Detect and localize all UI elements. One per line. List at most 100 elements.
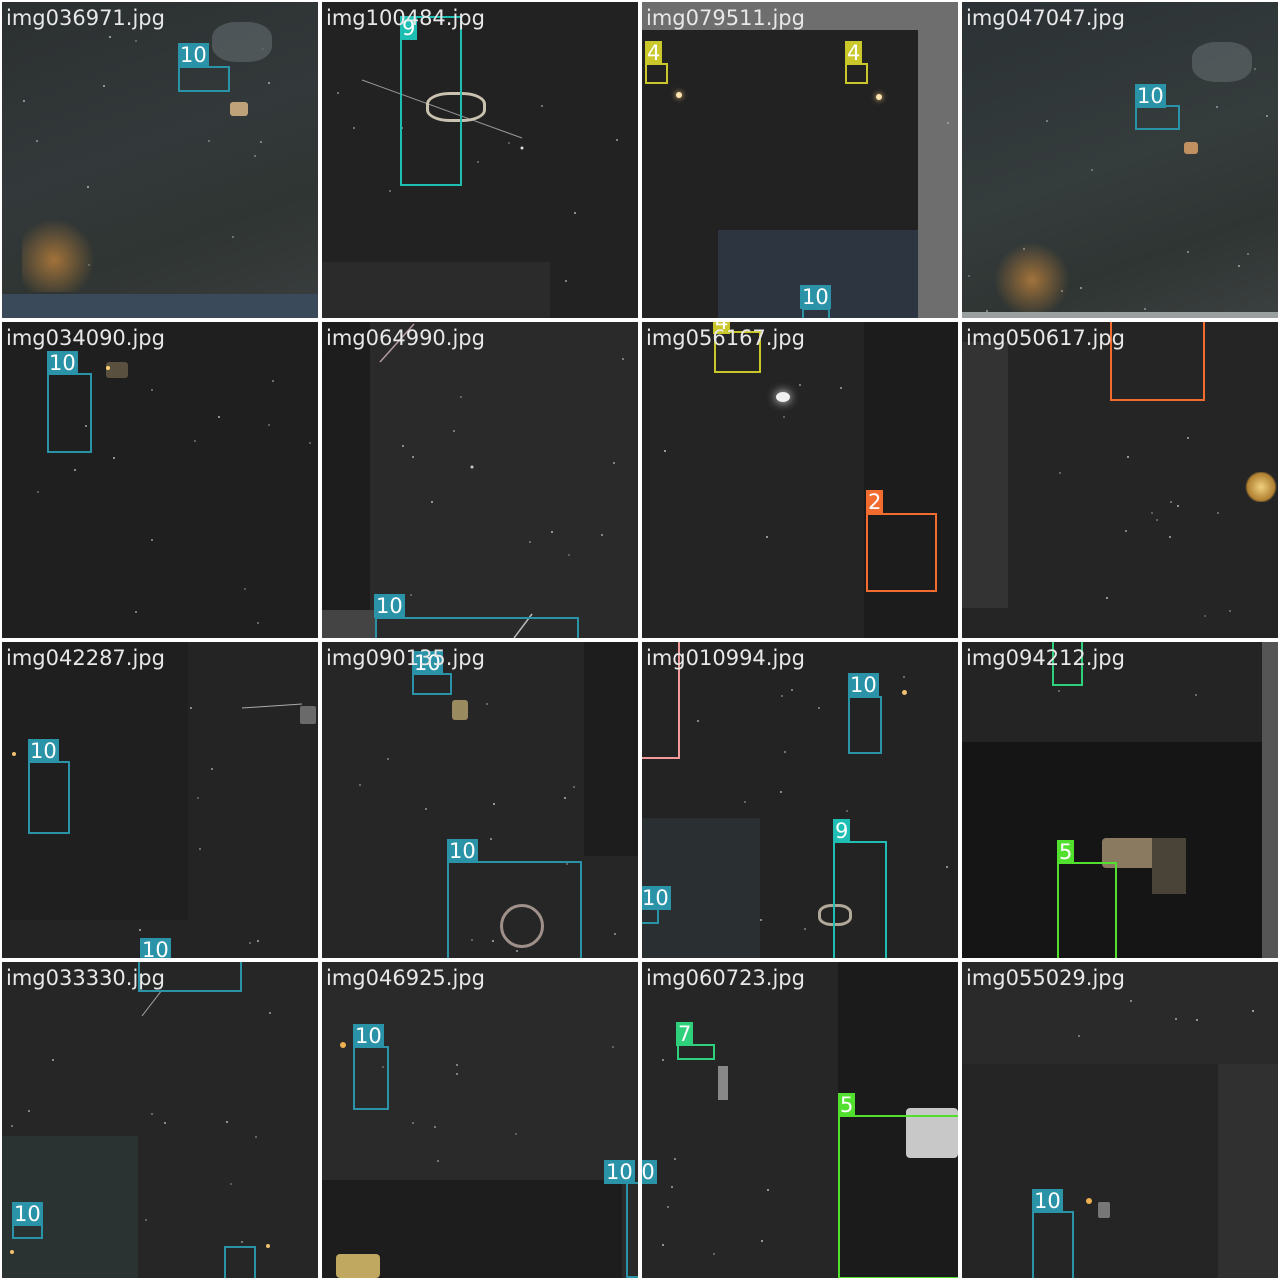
gray-strip [1262,642,1278,958]
star-speck [564,797,566,799]
bounding-box [1135,105,1180,130]
bounding-box [224,1246,256,1278]
coastline-lights [22,212,102,292]
star-speck [1204,615,1206,617]
filename-label: img100484.jpg [326,6,485,30]
star-speck [674,1158,676,1160]
filename-label: img055029.jpg [966,966,1125,990]
class-label: 5 [1057,840,1074,864]
star-speck [515,1133,517,1135]
star-speck [486,703,488,705]
star-speck [151,539,153,541]
star-speck [456,1073,458,1075]
star-speck [1175,1018,1177,1020]
light-source [106,366,110,370]
light-source [876,94,882,100]
gray-strip [962,342,1008,608]
tile-img094212: 7 5 img094212.jpg [962,642,1278,958]
filename-label: img042287.jpg [6,646,165,670]
star-speck [968,275,970,277]
tile-img060723: 7 5 10 img060723.jpg [642,962,958,1278]
star-speck [37,491,39,493]
bounding-box [28,761,70,834]
bounding-box [626,1182,638,1278]
tile-img042287: 10 10 img042287.jpg [2,642,318,958]
filename-label: img056167.jpg [646,326,805,350]
class-label: 10 [47,351,78,375]
star-speck [1229,610,1231,612]
star-speck [260,141,262,143]
star-speck [1217,512,1219,514]
star-speck [387,758,389,760]
bounding-box [802,308,830,318]
blue-band [2,294,318,318]
star-speck [1169,536,1171,538]
star-speck [903,676,905,678]
star-speck [1130,1000,1132,1002]
star-speck [74,469,76,471]
class-label: 10 [1135,84,1166,108]
filename-label: img079511.jpg [646,6,805,30]
bounding-box [375,617,579,638]
bounding-box [642,908,659,924]
star-speck [151,389,153,391]
satellite-icon [1244,472,1278,502]
tile-img033330: 10 10 img033330.jpg [2,962,318,1278]
star-speck [1080,287,1082,289]
cloud-patch [1192,42,1252,82]
class-label: 2 [866,490,883,514]
star-speck [1195,694,1197,696]
tile-img050617: 2 img050617.jpg [962,322,1278,638]
star-speck [671,1186,673,1188]
star-speck [1187,437,1189,439]
light-band [962,312,1278,318]
star-speck [434,1126,436,1128]
class-label: 10 [374,594,405,618]
star-speck [412,1122,414,1124]
darker-patch [962,1064,1218,1278]
star-speck [257,622,259,624]
star-speck [1238,265,1240,267]
star-field [2,962,318,1278]
class-label: 10 [353,1024,384,1048]
star-speck [268,424,270,426]
star-speck [1156,519,1158,521]
star-speck [135,611,137,613]
satellite-icon [336,1254,380,1278]
bounding-box [833,841,887,958]
class-label: 10 [140,938,171,958]
class-label: 10 [447,839,478,863]
star-speck [664,450,666,452]
star-speck [208,140,210,142]
bounding-box [866,513,937,592]
star-speck [493,803,495,805]
star-speck [1187,251,1189,253]
star-speck [1266,115,1268,117]
star-speck [437,1160,439,1162]
star-speck [244,588,246,590]
class-label: 7 [676,1022,693,1046]
star-speck [662,1244,664,1246]
light-source [676,92,682,98]
star-speck [840,387,842,389]
class-label: 10 [178,43,209,67]
star-speck [612,1046,614,1048]
satellite-icon [1184,142,1198,154]
light-source [776,392,790,402]
bounding-box [447,861,582,958]
tile-img079511: 4 4 10 img079511.jpg [642,2,958,318]
star-speck [272,380,274,382]
tile-img090135: 10 10 img090135.jpg [322,642,638,958]
star-speck [744,801,746,803]
star-speck [135,40,137,42]
star-speck [109,36,111,38]
star-speck [425,808,427,810]
star-speck [1046,120,1048,122]
class-label: 5 [838,1093,855,1117]
class-label: 10 [28,739,59,763]
star-speck [359,784,361,786]
bounding-box [47,373,92,453]
tile-img036971: 10 img036971.jpg [2,2,318,318]
class-label: 10 [848,673,879,697]
